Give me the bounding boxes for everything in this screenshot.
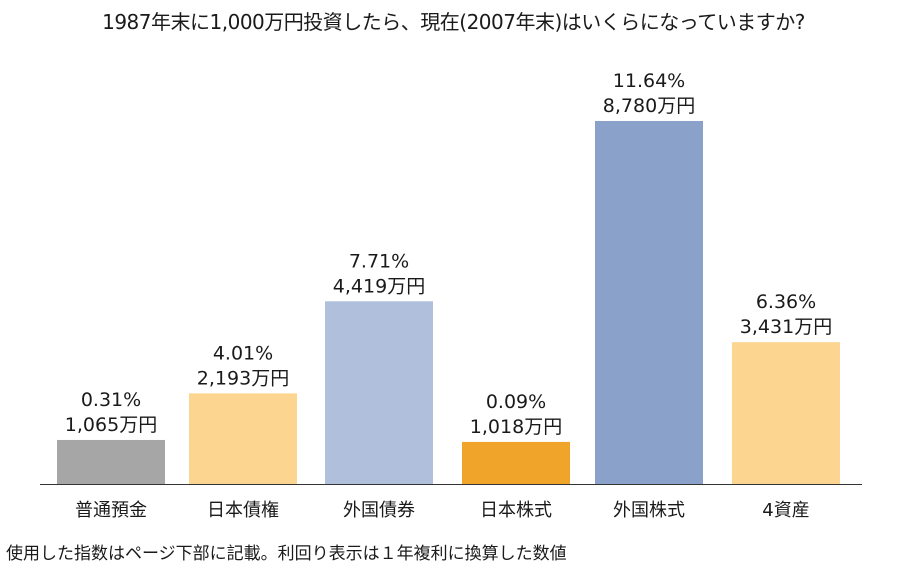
bar <box>732 342 840 484</box>
value-label: 1,065万円 <box>65 414 157 436</box>
bar <box>595 121 703 484</box>
x-tick-label: 外国債券 <box>343 500 415 521</box>
x-tick-label: 4資産 <box>762 500 809 521</box>
x-tick-label: 日本債権 <box>207 500 279 521</box>
rate-label: 11.64% <box>613 70 685 92</box>
value-label: 1,018万円 <box>470 416 562 438</box>
x-tick-label: 普通預金 <box>75 500 147 521</box>
value-label: 4,419万円 <box>333 275 425 297</box>
bar <box>189 393 297 484</box>
rate-label: 0.31% <box>81 389 141 411</box>
bar <box>462 441 570 484</box>
value-label: 2,193万円 <box>197 367 289 389</box>
rate-label: 0.09% <box>486 391 546 413</box>
x-tick-label: 外国株式 <box>613 500 685 521</box>
footnote: 使用した指数はページ下部に記載。利回り表示は１年複利に換算した数値 <box>6 544 567 564</box>
value-label: 8,780万円 <box>603 95 695 117</box>
x-tick-label: 日本株式 <box>480 500 552 521</box>
rate-label: 6.36% <box>756 291 816 313</box>
bar <box>57 439 165 484</box>
value-label: 3,431万円 <box>740 316 832 338</box>
rate-label: 7.71% <box>349 250 409 272</box>
bar <box>325 301 433 484</box>
rate-label: 4.01% <box>213 342 273 364</box>
chart-title: 1987年末に1,000万円投資したら、現在(2007年末)はいくらになっていま… <box>102 10 805 34</box>
